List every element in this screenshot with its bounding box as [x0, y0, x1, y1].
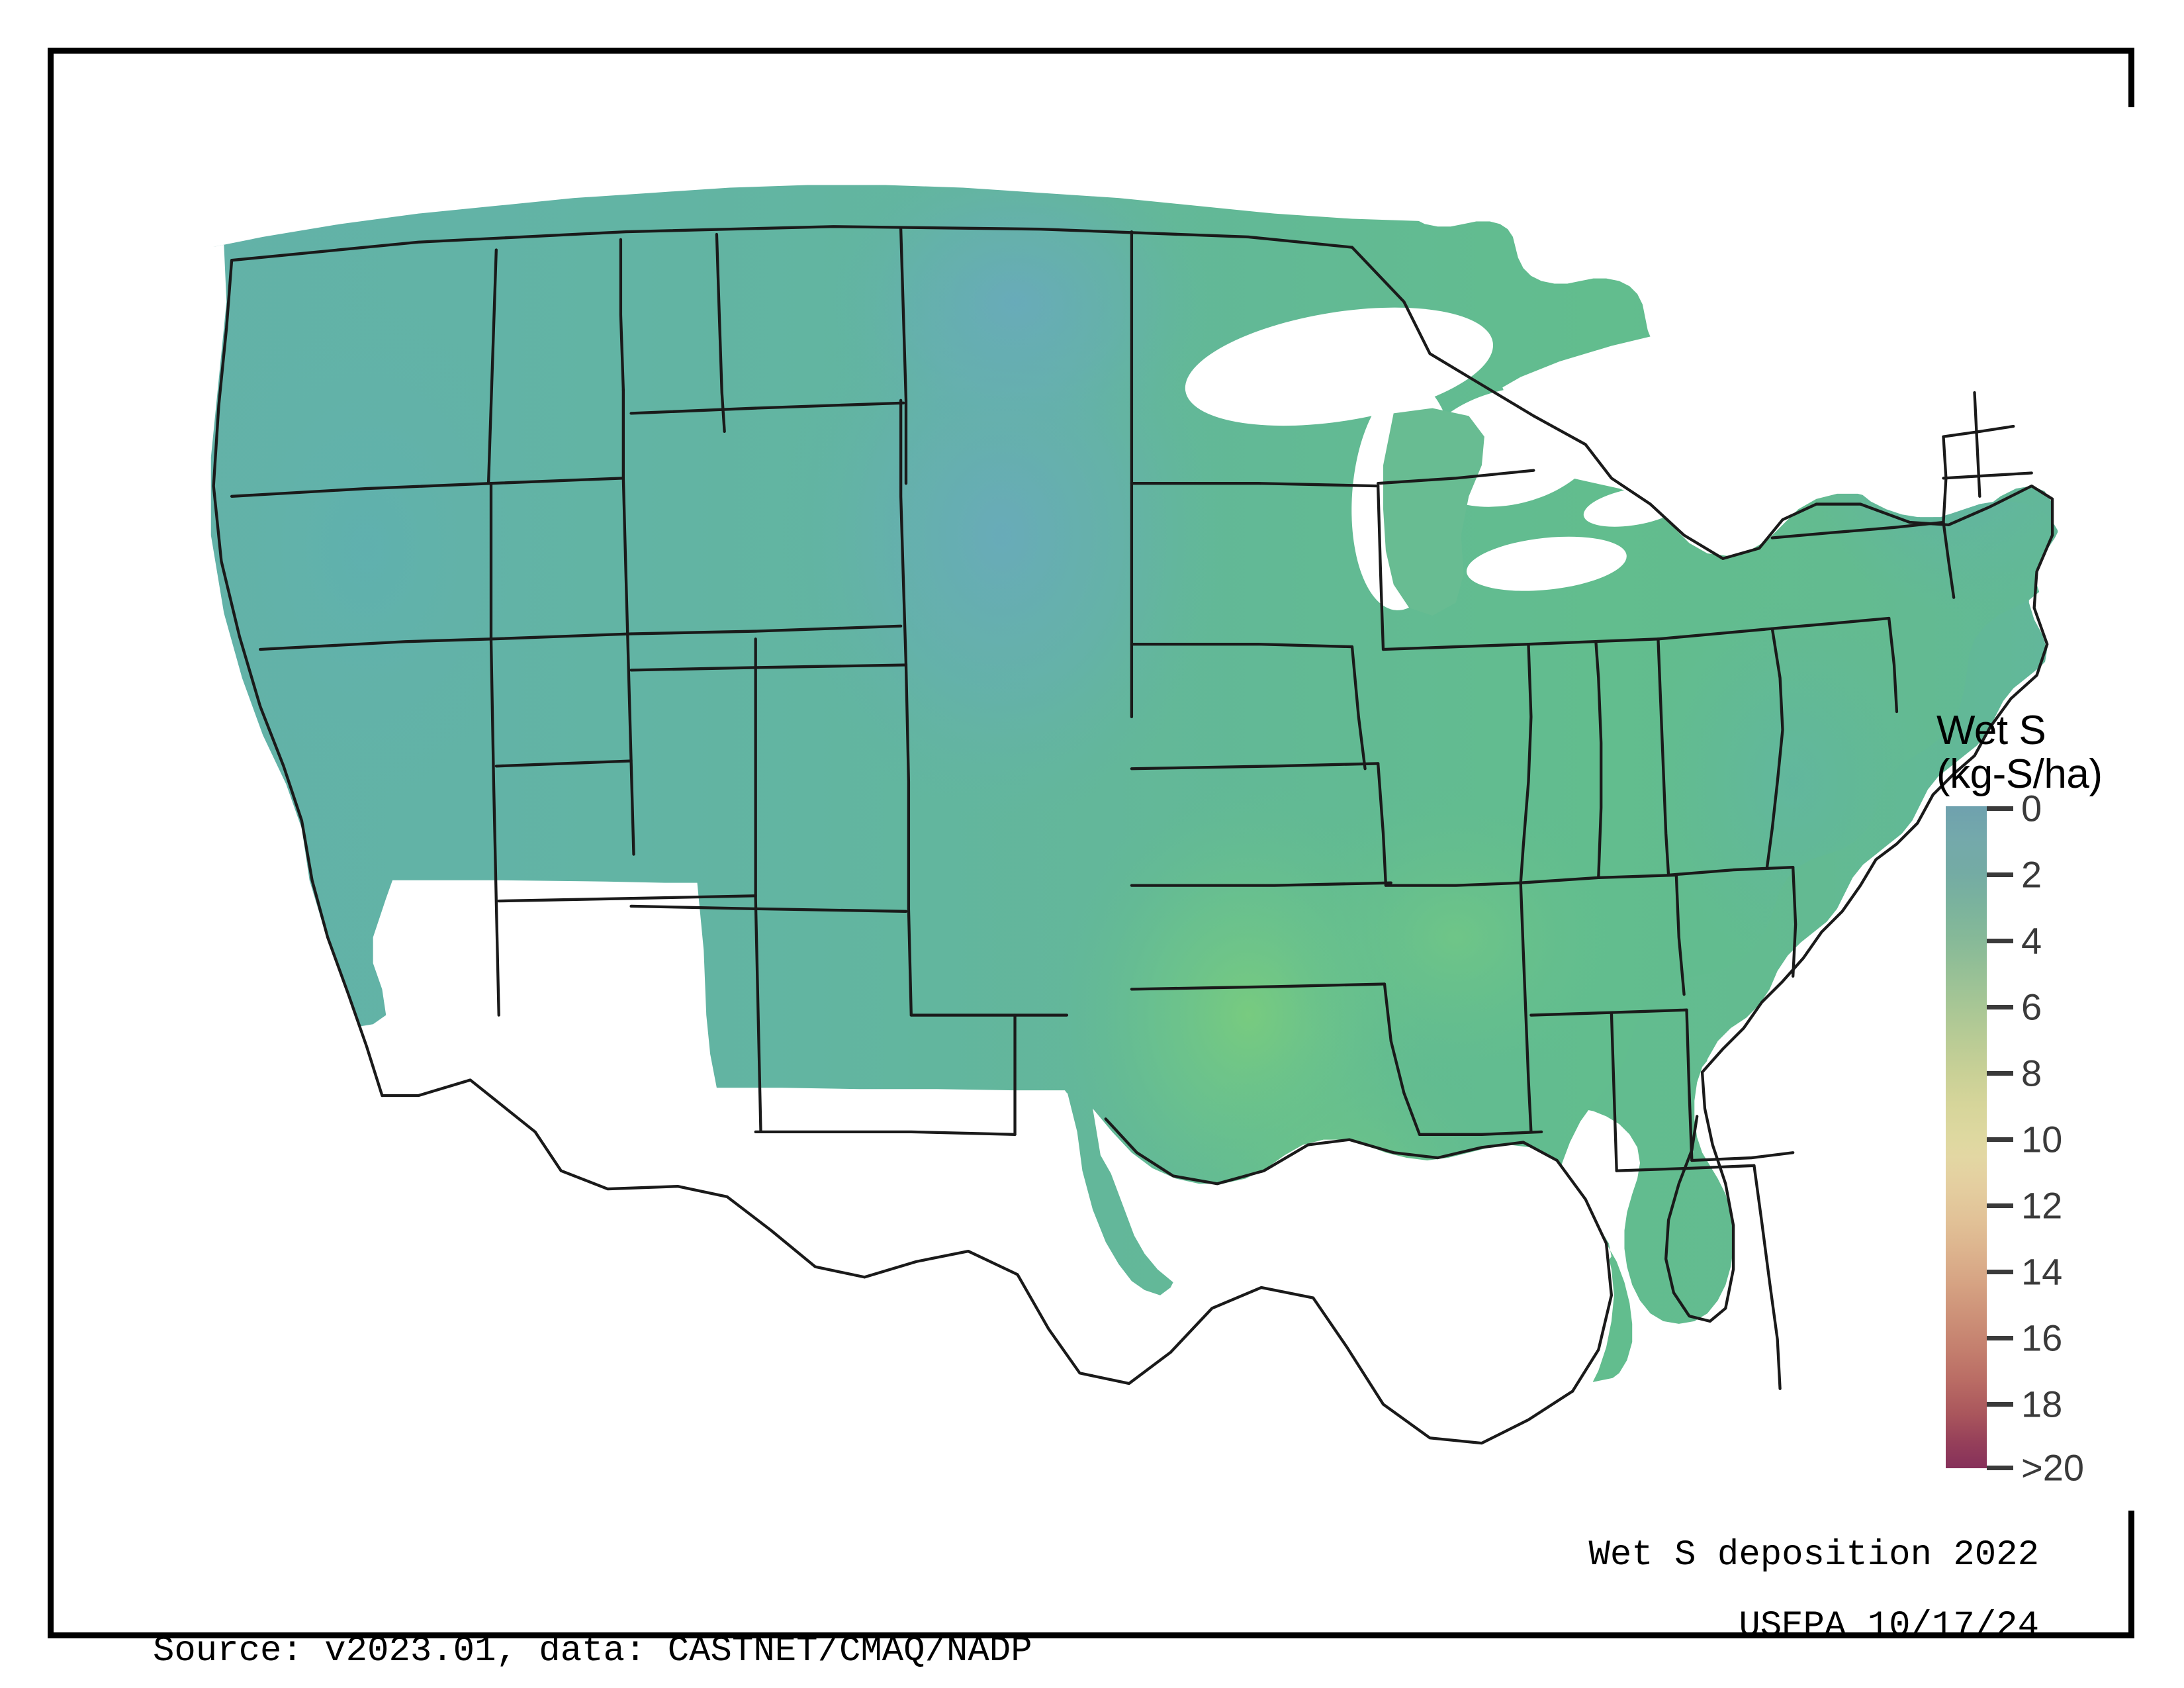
mexico-ocean-mask — [159, 1077, 2182, 1511]
lake-ontario-mask — [1583, 487, 1686, 527]
michigan-land — [1383, 408, 1484, 616]
colorbar-label-8: 8 — [2021, 1052, 2042, 1094]
colorbar-label-6: 6 — [2021, 986, 2042, 1028]
colorbar-tick-12 — [1987, 1203, 2013, 1209]
colorbar-label-2: 2 — [2021, 853, 2042, 896]
legend-title: Wet S (kg-S/ha) — [1936, 708, 2103, 797]
colorbar-wrap: 0 2 4 6 8 10 12 14 16 18 >20 — [1936, 788, 2184, 1489]
colorbar-label-4: 4 — [2021, 919, 2042, 962]
colorbar-tick-6 — [1987, 1005, 2013, 1010]
colorbar-label-18: 18 — [2021, 1383, 2063, 1425]
colorbar-tick-2 — [1987, 872, 2013, 878]
colorbar-label-10: 10 — [2021, 1118, 2063, 1160]
atlantic-ocean-mask — [1502, 260, 2182, 1511]
gulf-mask — [1093, 1108, 1614, 1423]
colorbar-tick-20 — [1987, 1466, 2013, 1471]
colorbar-tick-14 — [1987, 1270, 2013, 1275]
deposition-map — [107, 107, 2182, 1511]
colorbar-label-14: 14 — [2021, 1250, 2063, 1293]
colorbar-label-20: >20 — [2021, 1446, 2084, 1489]
legend: Wet S (kg-S/ha) 0 2 4 6 8 10 12 14 16 18… — [1936, 708, 2184, 1489]
map-caption: Wet S deposition 2022 — [1588, 1535, 2039, 1575]
colorbar-label-0: 0 — [2021, 787, 2042, 829]
colorbar-tick-18 — [1987, 1402, 2013, 1407]
colorbar-tick-4 — [1987, 939, 2013, 944]
colorbar-tick-0 — [1987, 806, 2013, 812]
agency-date-note: USEPA 10/17/24 — [1739, 1606, 2039, 1646]
pacific-ocean-mask — [107, 244, 385, 1511]
canada-mask — [107, 107, 2182, 271]
colorbar-tick-10 — [1987, 1137, 2013, 1143]
us-map-svg — [107, 107, 2182, 1511]
lake-erie-mask — [1467, 536, 1627, 591]
colorbar-tick-8 — [1987, 1071, 2013, 1076]
colorbar-label-16: 16 — [2021, 1317, 2063, 1359]
source-note: Source: v2023.01, data: CASTNET/CMAQ/NAD… — [153, 1631, 1032, 1671]
colorbar-label-12: 12 — [2021, 1184, 2063, 1227]
colorbar — [1946, 806, 1987, 1469]
map-frame: Wet S (kg-S/ha) 0 2 4 6 8 10 12 14 16 18… — [48, 48, 2182, 1671]
colorbar-tick-16 — [1987, 1336, 2013, 1341]
state-boundaries — [212, 225, 2054, 1445]
